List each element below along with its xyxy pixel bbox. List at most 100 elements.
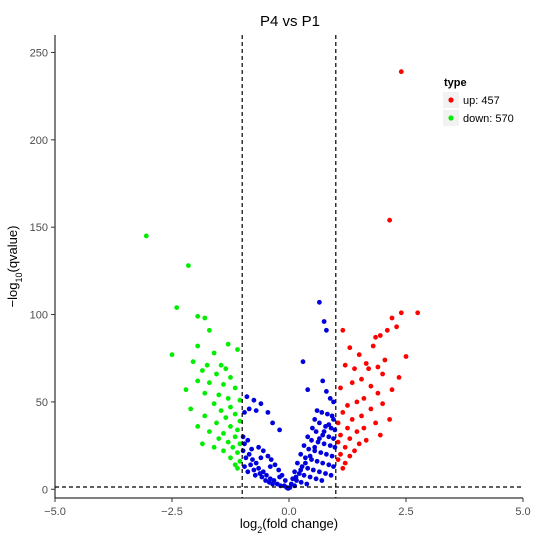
chart-title: P4 vs P1 — [260, 13, 320, 30]
data-point — [328, 425, 334, 431]
threshold-lines — [55, 35, 523, 498]
y-tick-label: 0 — [42, 484, 48, 496]
data-point — [347, 453, 353, 459]
data-point — [319, 478, 325, 483]
data-point — [202, 390, 208, 396]
data-point — [295, 460, 300, 466]
data-point — [338, 385, 343, 391]
data-point — [389, 315, 395, 321]
data-point — [377, 333, 383, 338]
data-point — [327, 443, 333, 448]
data-point — [298, 467, 304, 473]
y-tick-label: 200 — [30, 135, 48, 147]
data-point — [320, 378, 326, 384]
y-tick-label: 150 — [30, 222, 48, 234]
data-point — [221, 448, 226, 454]
data-point — [349, 380, 355, 386]
data-point — [356, 352, 362, 358]
data-point — [235, 427, 240, 433]
data-point — [352, 366, 357, 372]
data-point — [282, 478, 288, 483]
data-point — [323, 471, 328, 476]
data-point — [319, 410, 325, 415]
data-point — [188, 406, 194, 412]
data-point — [352, 448, 357, 454]
data-point — [396, 375, 402, 380]
data-point — [267, 464, 273, 469]
data-point — [237, 458, 243, 464]
data-point — [242, 441, 247, 447]
data-point — [211, 444, 217, 450]
data-point — [317, 469, 322, 475]
data-point — [312, 448, 318, 454]
data-point — [298, 451, 304, 457]
data-point — [368, 383, 374, 389]
data-point — [270, 481, 275, 487]
data-point — [195, 378, 201, 384]
data-point — [240, 434, 246, 440]
data-point — [300, 359, 306, 365]
data-point — [387, 217, 392, 223]
data-point — [384, 327, 390, 333]
data-point — [207, 429, 212, 434]
data-point — [200, 368, 205, 373]
data-point — [265, 410, 271, 415]
data-point — [332, 427, 338, 433]
data-point — [251, 397, 257, 403]
data-point — [242, 464, 247, 469]
x-tick-label: −2.5 — [161, 506, 183, 518]
data-point — [320, 460, 326, 466]
legend-label: down: 570 — [463, 113, 514, 125]
data-point — [301, 472, 307, 478]
data-point — [375, 364, 381, 370]
data-point — [331, 464, 336, 469]
data-point — [228, 455, 233, 461]
data-point — [250, 457, 255, 462]
data-point — [232, 434, 238, 440]
data-point — [195, 343, 201, 349]
data-point — [265, 453, 271, 459]
data-point — [415, 310, 421, 316]
data-point — [292, 469, 297, 475]
data-point — [244, 394, 250, 400]
data-point — [253, 408, 259, 413]
data-point — [232, 462, 238, 468]
data-point — [202, 315, 208, 321]
data-point — [375, 390, 381, 396]
x-axis-title: log2(fold change) — [240, 516, 338, 535]
data-point — [356, 441, 362, 447]
data-point — [345, 403, 350, 408]
data-point — [321, 429, 327, 434]
data-point — [270, 420, 275, 426]
data-point — [317, 436, 322, 441]
data-point — [354, 429, 360, 434]
data-point — [347, 345, 353, 351]
y-axis-title: −log10(qvalue) — [5, 226, 24, 308]
data-point — [232, 385, 238, 391]
data-point — [186, 263, 191, 268]
data-point — [310, 467, 316, 473]
data-point — [398, 310, 404, 316]
data-point — [327, 396, 333, 401]
data-point — [169, 352, 175, 358]
data-point — [389, 387, 395, 393]
data-point — [394, 324, 399, 330]
data-point — [307, 453, 313, 459]
data-point — [243, 455, 249, 461]
data-point — [373, 334, 378, 340]
data-point — [340, 327, 346, 333]
data-point — [235, 347, 240, 352]
data-point — [223, 415, 229, 420]
data-point — [249, 446, 255, 452]
data-point — [363, 361, 369, 366]
data-point — [380, 401, 385, 407]
data-point — [321, 319, 327, 324]
data-point — [335, 420, 341, 426]
data-point — [272, 462, 278, 468]
data-point — [338, 432, 343, 438]
data-point — [245, 437, 251, 443]
data-point — [318, 450, 324, 455]
data-point — [174, 305, 180, 310]
data-point — [326, 462, 332, 468]
data-point — [253, 460, 259, 466]
